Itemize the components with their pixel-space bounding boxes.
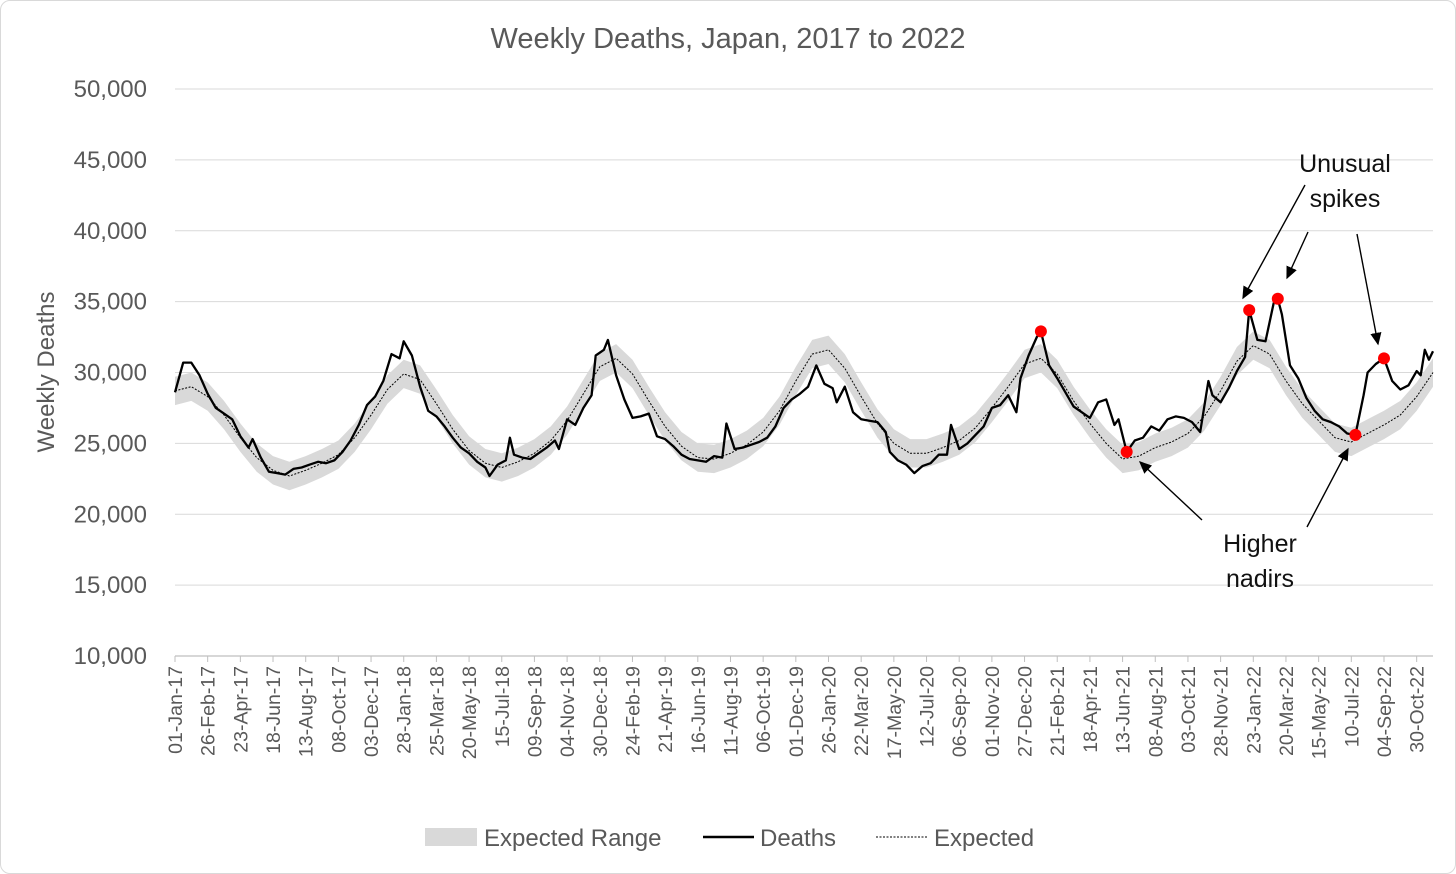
legend-label-expected-range: Expected Range — [484, 825, 661, 852]
x-axis-ticks: 01-Jan-17 26-Feb-17 23-Apr-17 18-Jun-17 13-A… — [165, 666, 1429, 759]
y-tick-label: 45,000 — [74, 147, 147, 174]
gridlines — [175, 88, 1433, 586]
expected-range-area — [175, 331, 1433, 491]
x-tick-label: 01-Dec-19 — [786, 666, 808, 757]
y-tick-label: 35,000 — [74, 289, 147, 316]
x-tick-label: 16-Jun-19 — [688, 666, 710, 754]
x-tick-label: 30-Oct-22 — [1407, 666, 1429, 753]
x-tick-label: 23-Apr-17 — [230, 666, 252, 753]
highlight-marker — [1377, 352, 1390, 365]
highlight-markers — [1034, 292, 1390, 458]
annotation-arrow — [1306, 447, 1349, 528]
annotation-unusual-spikes: Unusual spikes — [1242, 150, 1391, 346]
x-tick-label: 15-May-22 — [1309, 666, 1331, 759]
expected-series — [174, 344, 1434, 477]
annotation-spikes-line2: spikes — [1310, 185, 1381, 213]
x-tick-label: 06-Sep-20 — [949, 666, 971, 757]
x-tick-label: 03-Dec-17 — [361, 666, 383, 757]
x-tick-label: 04-Nov-18 — [557, 666, 579, 757]
x-tick-label: 21-Apr-19 — [655, 666, 677, 753]
highlight-marker — [1243, 304, 1256, 317]
x-tick-label: 24-Feb-19 — [622, 666, 644, 756]
x-tick-label: 28-Jan-18 — [394, 666, 416, 754]
highlight-marker — [1034, 325, 1047, 338]
x-tick-label: 17-May-20 — [884, 666, 906, 759]
x-tick-label: 01-Nov-20 — [982, 666, 1004, 757]
annotation-nadirs-line1: Higher — [1223, 530, 1297, 558]
x-tick-label: 22-Mar-20 — [851, 666, 873, 756]
x-tick-label: 09-Sep-18 — [524, 666, 546, 757]
annotation-arrow — [1286, 231, 1309, 280]
x-tick-label: 13-Aug-17 — [296, 666, 318, 757]
annotation-higher-nadirs: Higher nadirs — [1138, 447, 1349, 593]
y-axis-ticks: 10,000 15,000 20,000 25,000 30,000 35,000 40,0… — [74, 76, 147, 670]
legend: Expected Range Deaths Expected — [425, 825, 1034, 852]
chart-title: Weekly Deaths, Japan, 2017 to 2022 — [490, 23, 965, 55]
deaths-series — [173, 297, 1435, 478]
y-tick-label: 10,000 — [74, 643, 147, 670]
y-tick-label: 30,000 — [74, 360, 147, 387]
x-tick-label: 20-May-18 — [459, 666, 481, 759]
y-tick-label: 15,000 — [74, 572, 147, 599]
x-tick-label: 27-Dec-20 — [1015, 666, 1037, 757]
highlight-marker — [1349, 428, 1362, 441]
x-tick-label: 06-Oct-19 — [753, 666, 775, 753]
annotation-spikes-line1: Unusual — [1299, 150, 1391, 178]
x-tick-label: 04-Sep-22 — [1374, 666, 1396, 757]
x-tick-label: 01-Jan-17 — [165, 666, 187, 754]
highlight-marker — [1120, 445, 1133, 458]
annotation-nadirs-line2: nadirs — [1226, 565, 1294, 593]
annotation-arrow — [1138, 461, 1203, 521]
x-tick-label: 03-Oct-21 — [1178, 666, 1200, 753]
legend-label-expected: Expected — [934, 825, 1034, 852]
x-tick-label: 20-Mar-22 — [1276, 666, 1298, 756]
x-axis — [174, 655, 1433, 662]
x-tick-label: 25-Mar-18 — [426, 666, 448, 756]
y-tick-label: 40,000 — [74, 218, 147, 245]
y-tick-label: 25,000 — [74, 430, 147, 457]
x-tick-label: 13-Jun-21 — [1113, 666, 1135, 754]
x-tick-label: 15-Jul-18 — [492, 666, 514, 747]
x-tick-label: 30-Dec-18 — [590, 666, 612, 757]
deaths-line — [173, 297, 1435, 478]
x-tick-label: 28-Nov-21 — [1211, 666, 1233, 757]
y-tick-label: 20,000 — [74, 501, 147, 528]
x-tick-label: 21-Feb-21 — [1047, 666, 1069, 756]
x-tick-label: 18-Jun-17 — [263, 666, 285, 754]
legend-swatch-expected-range — [425, 828, 477, 846]
x-tick-label: 26-Feb-17 — [198, 666, 220, 756]
y-tick-label: 50,000 — [74, 76, 147, 103]
x-tick-label: 08-Oct-17 — [328, 666, 350, 753]
legend-label-deaths: Deaths — [760, 825, 836, 852]
annotation-arrow — [1242, 184, 1306, 300]
x-tick-label: 10-Jul-22 — [1341, 666, 1363, 747]
x-tick-label: 08-Aug-21 — [1145, 666, 1167, 757]
expected-line — [174, 344, 1434, 477]
annotation-arrow — [1356, 233, 1382, 346]
y-axis-label: Weekly Deaths — [33, 292, 60, 453]
x-tick-label: 12-Jul-20 — [917, 666, 939, 747]
expected-range-band — [175, 331, 1433, 491]
highlight-marker — [1271, 292, 1284, 305]
x-tick-label: 23-Jan-22 — [1243, 666, 1265, 754]
x-tick-label: 18-Apr-21 — [1080, 666, 1102, 753]
x-tick-label: 26-Jan-20 — [819, 666, 841, 754]
x-tick-label: 11-Aug-19 — [720, 666, 742, 756]
